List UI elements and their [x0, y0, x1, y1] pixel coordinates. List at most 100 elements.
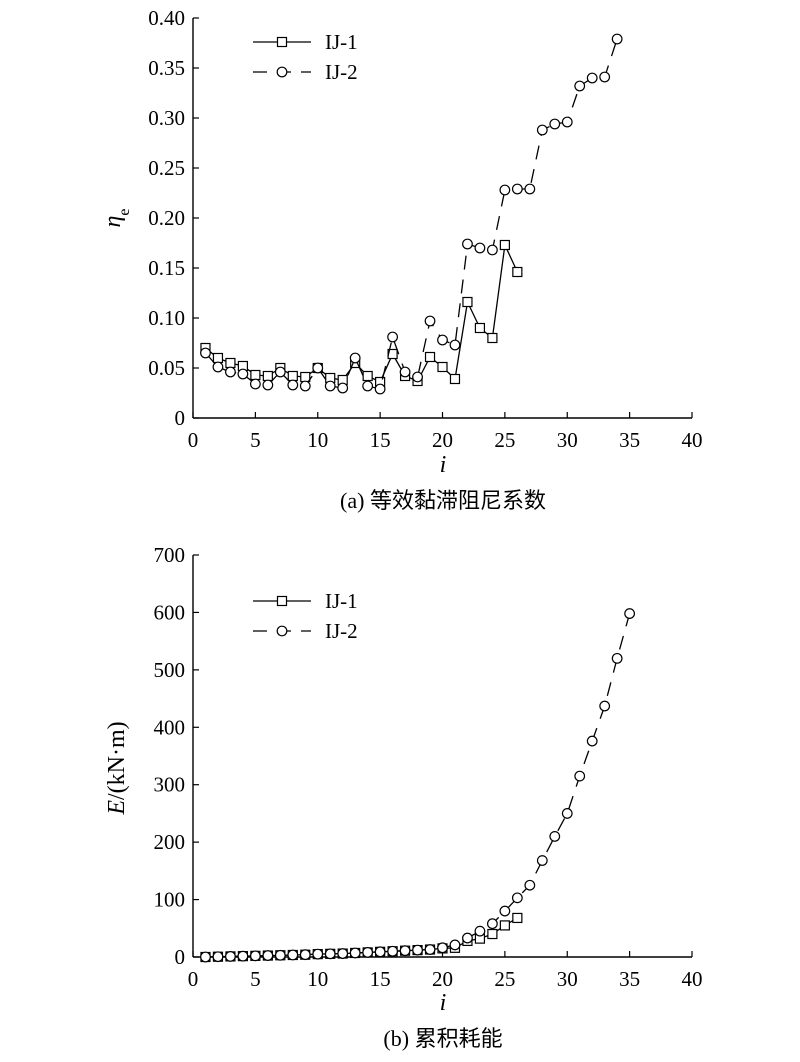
chart-a-x-tick-label: 40 [682, 428, 703, 452]
chart-a-series-ij-2-point [549, 118, 561, 130]
chart-a-x-tick-label: 20 [432, 428, 453, 452]
chart-a-x-tick-label: 5 [250, 428, 261, 452]
chart-b-series-ij-2-point [561, 808, 573, 819]
chart-b-series-ij-2-point [362, 947, 374, 958]
chart-a-series-ij-2-point [324, 380, 336, 392]
chart-a-x-tick-label: 10 [307, 428, 328, 452]
chart-a-x-tick-label: 25 [494, 428, 515, 452]
chart-a-x-ticks: 0 5 10 15 20 25 30 35 40 [188, 412, 703, 452]
chart-b-x-tick-label: 0 [188, 967, 199, 991]
chart-a-series-ij-2-point [249, 378, 261, 390]
chart-b-y-tick-label: 0 [175, 945, 186, 969]
chart-b-series-ij-2-point [324, 948, 336, 960]
chart-a-y-tick-label: 0.35 [148, 56, 185, 80]
chart-b-series-ij-2-point [487, 918, 498, 930]
chart-a-series-ij-1-point [287, 370, 298, 382]
chart-a-y-tick-label: 0 [175, 406, 186, 430]
chart-a-series-ij-2-point [212, 361, 224, 373]
chart-b-series-ij-2-point [536, 855, 548, 866]
chart-a-caption: (a) 等效黏滞阻尼系数 [340, 488, 546, 513]
chart-b-y-axis-title-main: E [104, 800, 130, 816]
chart-a-series-ij-2-point [599, 71, 611, 83]
chart-a-series-ij-1-point [362, 370, 373, 382]
chart-b-y-tick-label: 200 [154, 830, 186, 854]
chart-b-series-ij-2-point [437, 942, 448, 954]
chart-b-x-tick-label: 5 [250, 967, 261, 991]
chart-a-series-ij-1-point [487, 332, 498, 344]
chart-a-x-axis-title: i [440, 452, 447, 478]
chart-a-y-tick-label: 0.10 [148, 306, 185, 330]
chart-a-x-tick-label: 0 [188, 428, 199, 452]
chart-a-y-axis-title-sub: e [116, 208, 133, 215]
chart-b-series-ij-1-point [499, 920, 510, 931]
chart-b-series-ij-2-point [424, 944, 436, 955]
chart-b-series-ij-2-point [599, 700, 611, 712]
chart-a-series-ij-1-point [512, 266, 523, 278]
chart-a-series [200, 33, 623, 395]
chart-b-series-ij-2-point [624, 608, 636, 619]
chart-b-series-ij-2-point [287, 949, 299, 961]
chart-a-series-ij-2-point [262, 379, 274, 391]
chart-a-series-ij-1-point [262, 370, 273, 382]
chart-a-series-ij-1-point [300, 371, 311, 383]
chart-a-series-ij-1-point [499, 239, 510, 251]
chart-b-series-ij-2-line [205, 613, 631, 958]
chart-b-x-tick-label: 25 [494, 967, 515, 991]
chart-a-series-ij-2-point [412, 371, 423, 383]
chart-a-series-ij-2-point [225, 366, 236, 378]
chart-b-series-ij-2-point [399, 945, 411, 957]
chart-b-y-tick-label: 700 [154, 543, 186, 567]
chart-a-series-ij-2-point [424, 315, 436, 327]
chart-b-y-tick-label: 100 [154, 888, 186, 912]
chart-a-y-tick-label: 0.40 [148, 6, 185, 30]
chart-b-series-ij-2-point [574, 770, 586, 782]
chart-b-y-tick-label: 600 [154, 600, 186, 624]
chart-a-series-ij-2-point [387, 331, 399, 343]
chart-b-x-tick-label: 30 [557, 967, 578, 991]
chart-a-legend: IJ-1 IJ-2 [253, 30, 358, 84]
chart-b-axes [192, 555, 692, 958]
chart-b-series-ij-1-point [512, 912, 523, 924]
chart-b-series-ij-2-point [249, 950, 261, 962]
chart-a-y-ticks: 0 0.05 0.10 0.15 0.20 0.25 0.30 0.35 0.40 [148, 6, 199, 430]
chart-a-y-tick-label: 0.15 [148, 256, 185, 280]
chart-a-series-ij-1-point [449, 373, 461, 385]
chart-a-series-ij-2-point [611, 33, 623, 45]
chart-b-legend: IJ-1 IJ-2 [253, 589, 358, 643]
chart-a-series-ij-2-point [474, 242, 486, 254]
chart-a-series-ij-1-point [250, 369, 261, 381]
chart-a-x-tick-label: 35 [619, 428, 640, 452]
chart-a-series-ij-1-point [225, 357, 236, 369]
chart-b-series-ij-2-point [337, 948, 349, 959]
chart-b-series-ij-2-point [262, 950, 274, 961]
chart-b-y-ticks: 0 100 200 300 400 500 600 700 [154, 543, 199, 969]
chart-b-series-ij-2-point [462, 932, 473, 944]
chart-b-series-ij-2-point [225, 951, 236, 962]
chart-a-series-ij-2-point [337, 382, 349, 394]
chart-a-series-ij-2-point [437, 334, 448, 346]
chart-b-series-ij-2-point [511, 892, 523, 904]
chart-b-x-tick-label: 15 [370, 967, 391, 991]
chart-a-series-ij-2-point [349, 352, 361, 364]
chart-a-series-ij-2-point [299, 380, 311, 392]
chart-a: 0 0.05 0.10 0.15 0.20 0.25 0.30 0.35 0.40 0 5 10 15… [100, 6, 703, 513]
chart-b-y-tick-label: 500 [154, 658, 186, 682]
chart-b-x-axis-title: i [440, 990, 447, 1016]
chart-a-y-tick-label: 0.05 [148, 356, 185, 380]
chart-b-y-axis-title-rest: /(kN·m) [104, 721, 130, 800]
chart-a-series-ij-2-point [462, 238, 473, 250]
chart-b-series-ij-2-point [312, 948, 324, 960]
chart-a-series-ij-1-point [474, 322, 486, 334]
chart-b-caption: (b) 累积耗能 [383, 1026, 502, 1051]
chart-b-series-ij-2-point [474, 925, 486, 937]
chart-a-legend-ij-1-label: IJ-1 [325, 30, 358, 54]
chart-b-x-ticks: 0 5 10 15 20 25 30 35 40 [188, 951, 703, 991]
chart-b-series-ij-1-point [487, 928, 498, 940]
chart-a-y-tick-label: 0.30 [148, 106, 185, 130]
chart-a-series-ij-1-point [462, 296, 473, 308]
chart-b-x-tick-label: 40 [682, 967, 703, 991]
chart-a-axes [192, 18, 692, 419]
chart-a-series-ij-2-point [374, 383, 386, 395]
chart-b-series-ij-2-point [374, 946, 386, 958]
chart-a-legend-ij-2-label: IJ-2 [325, 60, 358, 84]
